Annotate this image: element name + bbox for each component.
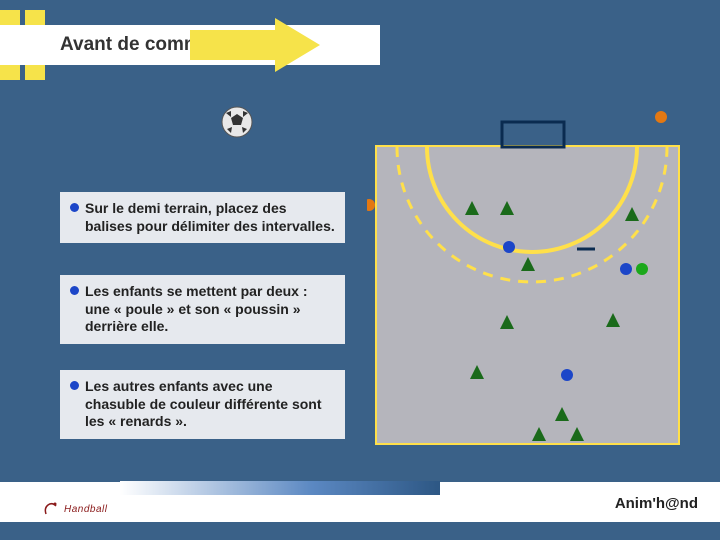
arrow-icon bbox=[190, 18, 320, 72]
footer-strip bbox=[0, 522, 720, 540]
instruction-block-3: Les autres enfants avec une chasuble de … bbox=[60, 370, 345, 439]
instruction-block-2: Les enfants se mettent par deux : une « … bbox=[60, 275, 345, 344]
instruction-block-1: Sur le demi terrain, placez des balises … bbox=[60, 192, 345, 243]
footer: Handball Anim'h@nd bbox=[0, 482, 720, 540]
field-diagram bbox=[375, 145, 680, 445]
footer-gradient bbox=[120, 481, 440, 495]
instruction-text: Les autres enfants avec une chasuble de … bbox=[85, 378, 335, 431]
ball-icon bbox=[220, 105, 254, 139]
bullet-icon bbox=[70, 203, 79, 212]
instruction-text: Les enfants se mettent par deux : une « … bbox=[85, 283, 335, 336]
instruction-text: Sur le demi terrain, placez des balises … bbox=[85, 200, 335, 235]
bullet-icon bbox=[70, 286, 79, 295]
logo: Handball bbox=[42, 500, 107, 518]
footer-brand: Anim'h@nd bbox=[615, 495, 698, 512]
bullet-icon bbox=[70, 381, 79, 390]
